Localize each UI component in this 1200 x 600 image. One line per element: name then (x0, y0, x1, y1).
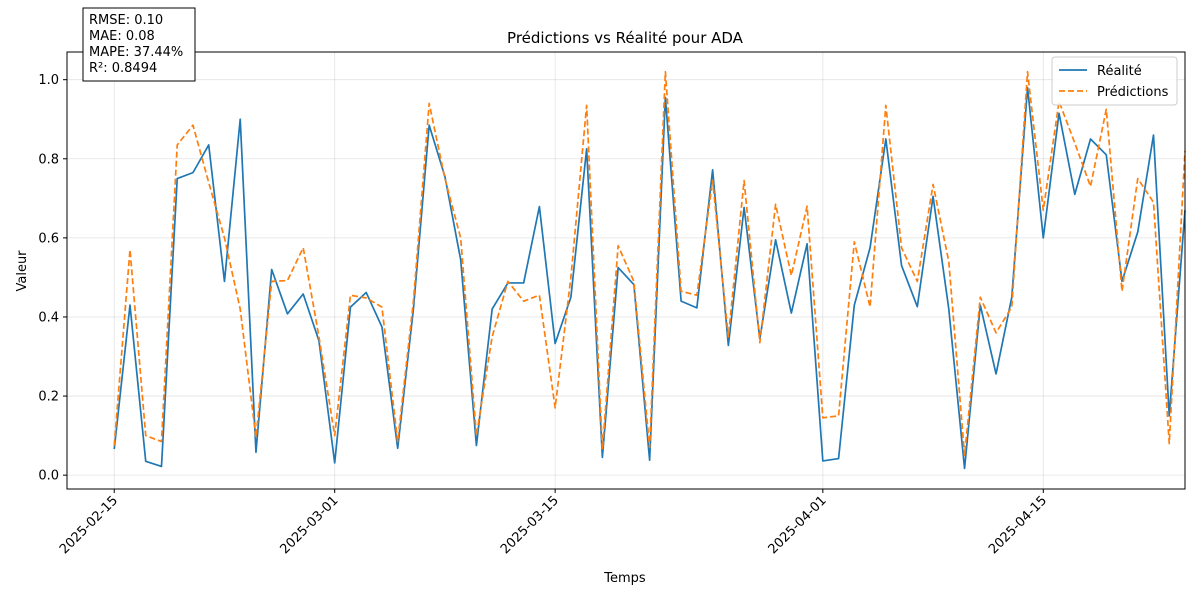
metric-mae: MAE: 0.08 (89, 29, 155, 44)
x-axis: 2025-02-15 2025-03-01 2025-03-15 2025-04-01… (57, 489, 1050, 557)
series-lines (113, 70, 1186, 470)
y-axis-title: Valeur (15, 250, 30, 292)
chart-title: Prédictions vs Réalité pour ADA (507, 29, 744, 47)
series-line-realite (113, 86, 1186, 470)
y-tick-label: 0.0 (38, 469, 59, 484)
x-tick-label: 2025-04-01 (766, 493, 830, 557)
legend-label-realite: Réalité (1097, 64, 1142, 79)
y-tick-label: 0.6 (38, 231, 59, 246)
metric-rmse: RMSE: 0.10 (89, 13, 163, 28)
x-tick-label: 2025-04-15 (986, 493, 1050, 557)
plot-frame (66, 51, 1186, 490)
metric-r2: R²: 0.8494 (89, 61, 157, 76)
x-tick-label: 2025-02-15 (57, 493, 121, 557)
legend-label-predictions: Prédictions (1097, 85, 1169, 100)
x-axis-title: Temps (603, 571, 646, 586)
metric-mape: MAPE: 37.44% (89, 45, 183, 60)
metrics-box: RMSE: 0.10 MAE: 0.08 MAPE: 37.44% R²: 0.… (82, 7, 196, 82)
series-line-predictions (113, 70, 1186, 457)
y-tick-label: 0.8 (38, 152, 59, 167)
x-tick-label: 2025-03-15 (498, 493, 562, 557)
x-tick-label: 2025-03-01 (277, 493, 341, 557)
y-axis: 0.0 0.2 0.4 0.6 0.8 1.0 (38, 73, 67, 484)
legend: Réalité Prédictions (1051, 56, 1178, 106)
y-tick-label: 0.2 (38, 390, 59, 405)
y-tick-label: 0.4 (38, 310, 59, 325)
y-tick-label: 1.0 (38, 73, 59, 88)
grid (67, 52, 1185, 489)
